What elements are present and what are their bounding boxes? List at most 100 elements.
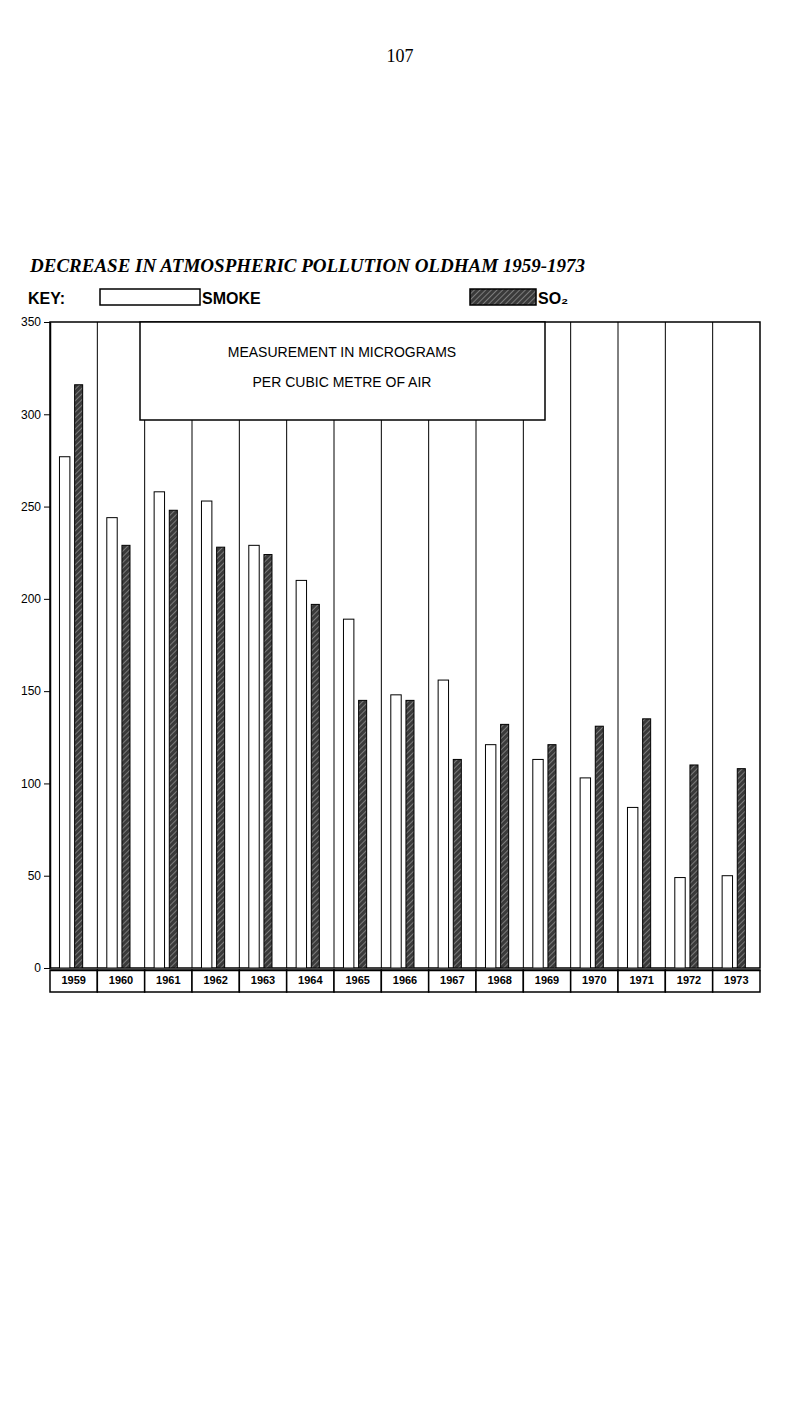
tick-label: 1973: [724, 974, 748, 986]
bar: [154, 492, 164, 968]
tick: 1961: [156, 970, 180, 986]
bar: [675, 878, 685, 968]
year-cell: [334, 970, 381, 992]
tick: 350: [21, 315, 50, 329]
separator: [712, 322, 713, 968]
tick-label: 1968: [487, 974, 511, 986]
tick: 1966: [393, 970, 417, 986]
tick-label: 50: [28, 869, 42, 883]
bar: [343, 619, 353, 968]
tick: 150: [21, 684, 50, 698]
tick: 1969: [535, 970, 559, 986]
bar: [406, 700, 414, 968]
tick: 1968: [487, 970, 511, 986]
tick-mark: [44, 414, 50, 415]
tick-label: 1959: [61, 974, 85, 986]
page-number: 107: [387, 46, 414, 66]
year-cell: [429, 970, 476, 992]
legend-label: SO₂: [538, 290, 568, 307]
year-cell: [239, 970, 286, 992]
background: [0, 0, 800, 1423]
axis-line: [50, 323, 52, 969]
title: DECREASE IN ATMOSPHERIC POLLUTION OLDHAM…: [29, 255, 585, 276]
bar: [453, 759, 461, 968]
tick-label: 150: [21, 684, 41, 698]
tick-label: 1963: [251, 974, 275, 986]
year-cell: [287, 970, 334, 992]
tick: 1973: [724, 970, 748, 986]
chart: 107 DECREASE IN ATMOSPHERIC POLLUTION OLD…: [0, 0, 800, 1423]
tick: 1972: [677, 970, 701, 986]
legend-swatch: [470, 289, 536, 305]
tick-label: 300: [21, 408, 41, 422]
tick-label: 1960: [109, 974, 133, 986]
year-cell: [571, 970, 618, 992]
legend-title: KEY:: [28, 290, 65, 307]
tick-label: 1972: [677, 974, 701, 986]
tick-label: 100: [21, 777, 41, 791]
bar: [264, 555, 272, 968]
separator: [97, 322, 98, 968]
tick-label: 1971: [629, 974, 653, 986]
bar: [217, 547, 225, 968]
bar: [75, 385, 83, 968]
year-cell: [192, 970, 239, 992]
tick: 300: [21, 408, 50, 422]
tick-mark: [44, 968, 50, 969]
year-cell: [665, 970, 712, 992]
year-cell: [381, 970, 428, 992]
bar: [548, 745, 556, 968]
tick-mark: [44, 783, 50, 784]
bar: [485, 745, 495, 968]
x-axis: 1959 1960 1961 1962 1963 1964 1965 1966 1967 1968…: [51, 970, 761, 986]
tick-mark: [44, 691, 50, 692]
bar: [737, 769, 745, 968]
tick-label: 0: [34, 961, 41, 975]
axis-line: [51, 970, 761, 972]
year-cell: [618, 970, 665, 992]
bar: [627, 807, 637, 968]
tick: 1970: [582, 970, 606, 986]
label-box: [140, 322, 545, 420]
tick: 1963: [251, 970, 275, 986]
tick: 50: [28, 869, 50, 883]
tick-label: 200: [21, 592, 41, 606]
legend-label: SMOKE: [202, 290, 261, 307]
bar: [438, 680, 448, 968]
bar: [201, 501, 211, 968]
tick-label: 1965: [345, 974, 369, 986]
tick: 1967: [440, 970, 464, 986]
tick-label: 1966: [393, 974, 417, 986]
tick: 100: [21, 777, 50, 791]
year-cell: [145, 970, 192, 992]
tick: 0: [34, 961, 50, 975]
tick-label: 1964: [298, 974, 323, 986]
tick: 1959: [61, 970, 85, 986]
tick: 1971: [629, 970, 653, 986]
tick-mark: [44, 876, 50, 877]
tick: 1964: [298, 970, 323, 986]
tick-mark: [44, 507, 50, 508]
bar: [722, 876, 732, 968]
bar: [311, 604, 319, 968]
bar: [595, 726, 603, 968]
bars: [59, 385, 745, 968]
bar: [122, 545, 130, 968]
bar: [391, 695, 401, 968]
tick: 1962: [203, 970, 227, 986]
bar: [533, 759, 543, 968]
tick-label: 1967: [440, 974, 464, 986]
legend-swatch: [100, 289, 200, 305]
axis-label: MEASUREMENT IN MICROGRAMSPER CUBIC METRE…: [228, 344, 456, 390]
tick-label: 1961: [156, 974, 180, 986]
separator: [570, 322, 571, 968]
tick-mark: [44, 599, 50, 600]
tick-label: 1962: [203, 974, 227, 986]
year-cell: [476, 970, 523, 992]
bar: [107, 518, 117, 968]
y-axis: 050100150200250300350: [21, 315, 51, 975]
year-cell: [713, 970, 760, 992]
tick: 200: [21, 592, 50, 606]
bar: [169, 510, 177, 968]
tick-label: 1970: [582, 974, 606, 986]
